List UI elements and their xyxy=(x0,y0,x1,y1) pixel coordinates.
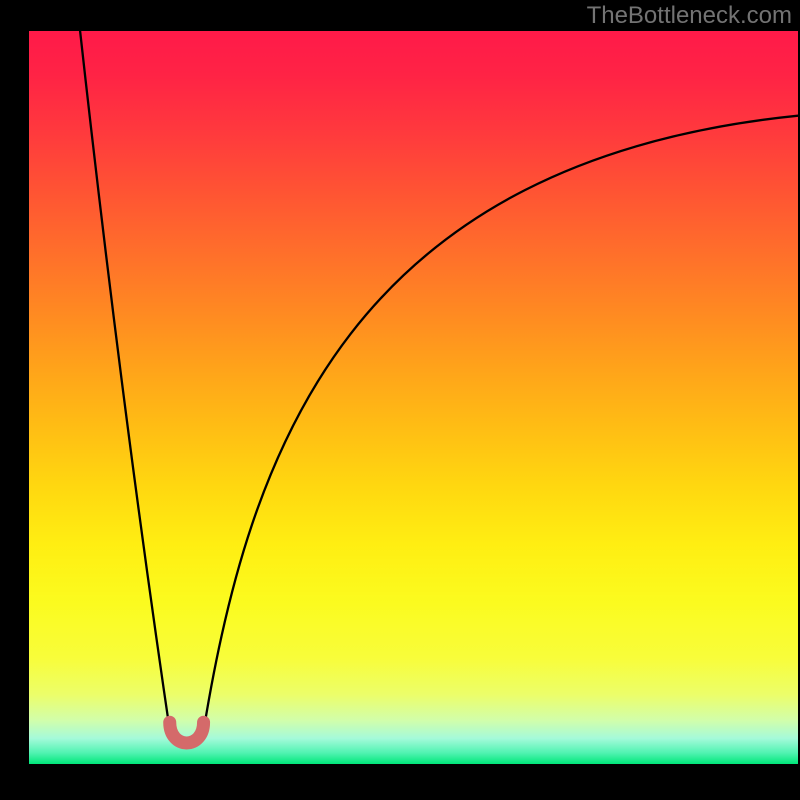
watermark-text: TheBottleneck.com xyxy=(587,2,792,30)
plot-area xyxy=(29,31,798,764)
curve-layer xyxy=(29,31,798,764)
bottleneck-curve xyxy=(79,31,798,743)
optimum-marker xyxy=(170,722,204,743)
